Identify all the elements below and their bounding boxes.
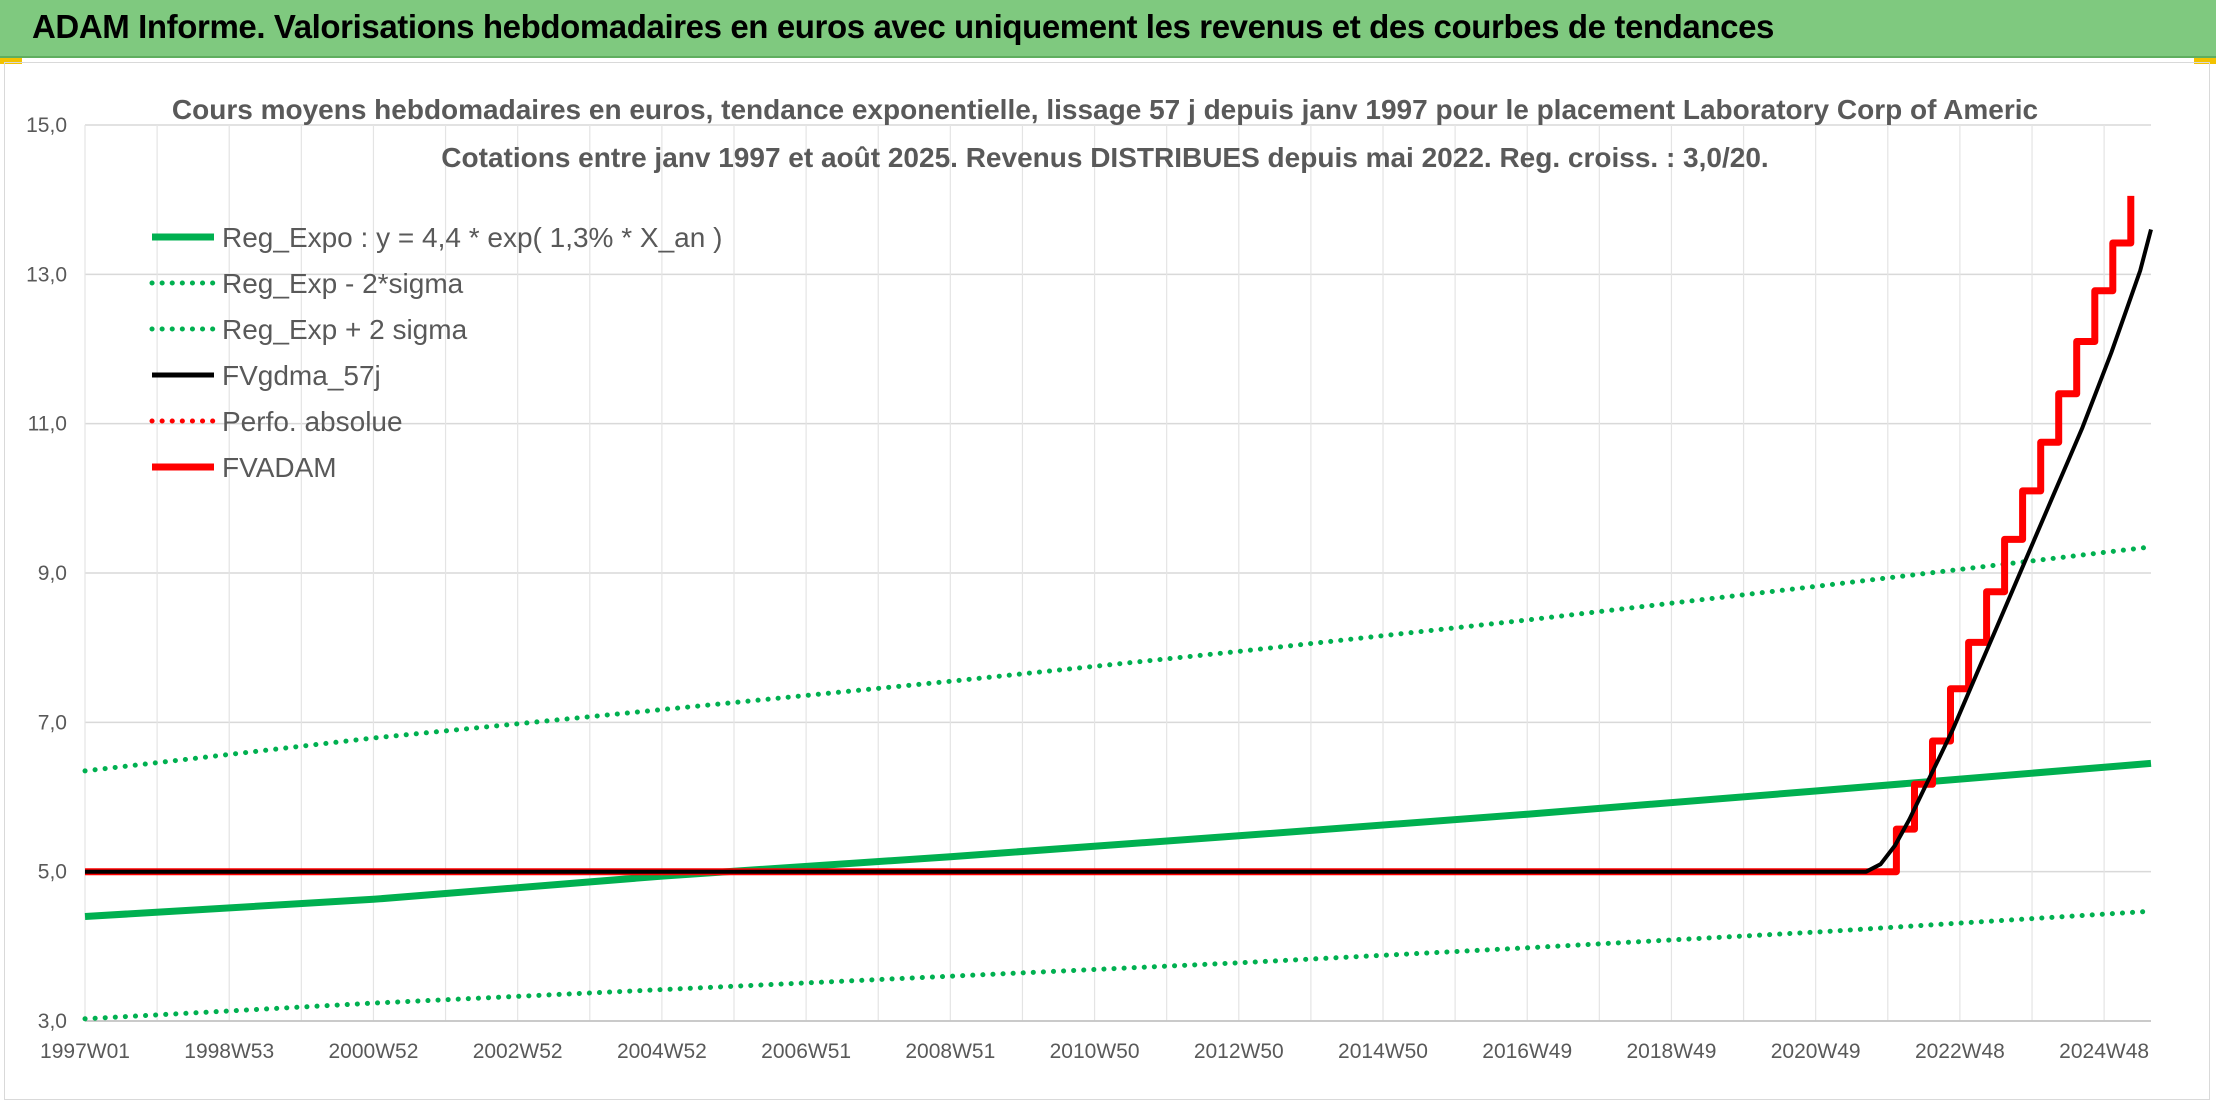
corner-accent-right [2194,58,2216,64]
chart-title: Cours moyens hebdomadaires en euros, ten… [172,94,2038,125]
series-line-reg_exp [82,544,2154,774]
chart-area [4,62,2210,1100]
legend-label: FVgdma_57j [222,360,381,391]
y-tick-label: 7,0 [38,711,67,734]
x-tick-label: 1998W53 [184,1040,274,1063]
report-header: ADAM Informe. Valorisations hebdomadaire… [0,0,2216,58]
x-tick-label: 2022W48 [1915,1040,2005,1063]
legend: Reg_Expo : y = 4,4 * exp( 1,3% * X_an ) R… [149,222,722,483]
x-tick-label: 2020W49 [1771,1040,1861,1063]
y-tick-label: 3,0 [38,1010,67,1033]
x-tick-label: 2012W50 [1194,1040,1284,1063]
legend-label: Perfo. absolue [222,406,403,437]
corner-accent-left [0,58,22,64]
x-tick-label: 2018W49 [1627,1040,1717,1063]
x-tick-label: 2016W49 [1482,1040,1572,1063]
axes: 3,0 5,0 7,0 9,0 11,0 13,0 15,0 1997W01 1998W53 20… [26,114,2151,1063]
series-line-fvgdma_57j [85,228,2153,874]
x-tick-label: 2004W52 [617,1040,707,1063]
y-tick-label: 5,0 [38,861,67,884]
series-line-reg_exp [82,908,2154,1022]
x-tick-label: 2008W51 [905,1040,995,1063]
legend-label: FVADAM [222,452,337,483]
series-lines [82,195,2154,1022]
x-tick-label: 2014W50 [1338,1040,1428,1063]
legend-label: Reg_Exp - 2*sigma [222,268,464,299]
chart-titles: Cours moyens hebdomadaires en euros, ten… [172,94,2038,173]
x-tick-label: 1997W01 [40,1040,130,1063]
series-line-reg_expo [84,759,2152,920]
gridlines [84,124,2151,1022]
y-tick-label: 9,0 [38,562,67,585]
x-tick-label: 2002W52 [473,1040,563,1063]
x-tick-label: 2006W51 [761,1040,851,1063]
legend-label: Reg_Expo : y = 4,4 * exp( 1,3% * X_an ) [222,222,722,253]
x-tick-label: 2010W50 [1050,1040,1140,1063]
x-tick-label: 2024W48 [2059,1040,2149,1063]
legend-label: Reg_Exp + 2 sigma [222,314,468,345]
x-tick-label: 2000W52 [328,1040,418,1063]
report-title: ADAM Informe. Valorisations hebdomadaire… [32,8,1774,45]
chart-subtitle: Cotations entre janv 1997 et août 2025. … [441,142,1768,173]
y-tick-label: 11,0 [28,413,67,436]
y-tick-label: 15,0 [26,114,67,137]
y-tick-label: 13,0 [26,263,67,286]
